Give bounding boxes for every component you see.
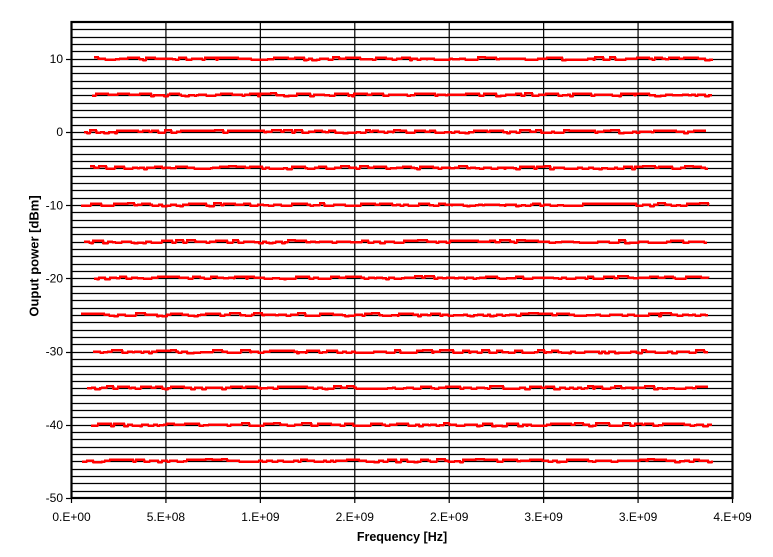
svg-text:3.E+09: 3.E+09 — [619, 510, 658, 524]
svg-text:2.E+09: 2.E+09 — [336, 510, 375, 524]
svg-text:10: 10 — [50, 52, 64, 66]
svg-text:4.E+09: 4.E+09 — [713, 510, 752, 524]
svg-text:-40: -40 — [46, 418, 64, 432]
svg-text:0.E+00: 0.E+00 — [52, 510, 91, 524]
svg-text:Frequency [Hz]: Frequency [Hz] — [357, 530, 447, 544]
svg-text:5.E+08: 5.E+08 — [147, 510, 186, 524]
svg-text:Ouput power [dBm]: Ouput power [dBm] — [27, 195, 42, 316]
svg-text:-50: -50 — [46, 491, 64, 505]
svg-text:-30: -30 — [46, 345, 64, 359]
svg-text:-10: -10 — [46, 198, 64, 212]
svg-text:2.E+09: 2.E+09 — [430, 510, 469, 524]
svg-text:0: 0 — [56, 125, 63, 139]
svg-text:1.E+09: 1.E+09 — [241, 510, 280, 524]
svg-text:-20: -20 — [46, 272, 64, 286]
svg-text:3.E+09: 3.E+09 — [524, 510, 563, 524]
